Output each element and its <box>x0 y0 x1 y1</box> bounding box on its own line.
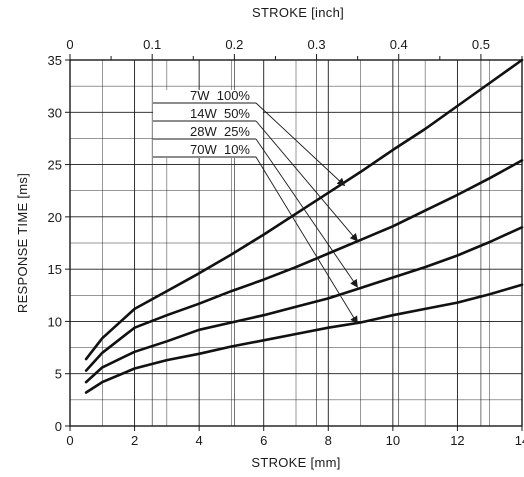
x2-tick-label: 0 <box>66 37 73 52</box>
data-series <box>84 58 524 394</box>
y-tick-label: 15 <box>48 262 62 277</box>
y-tick-label: 30 <box>48 105 62 120</box>
x-tick-label: 10 <box>386 433 400 448</box>
legend-leader-arrow <box>255 156 358 325</box>
x2-axis-title: STROKE [inch] <box>252 5 344 20</box>
legend-label: 14W 50% <box>190 106 250 121</box>
legend-leader-arrow <box>255 138 358 288</box>
legend-label: 70W 10% <box>190 142 250 157</box>
series-line-4 <box>84 283 524 394</box>
y-tick-label: 25 <box>48 158 62 173</box>
x-tick-label: 14 <box>515 433 524 448</box>
x2-tick-label: 0.5 <box>472 37 490 52</box>
x2-tick-label: 0.3 <box>308 37 326 52</box>
legend-label: 28W 25% <box>190 124 250 139</box>
legend-leader-arrow <box>255 120 358 242</box>
y-tick-label: 20 <box>48 210 62 225</box>
y-tick-label: 0 <box>55 419 62 434</box>
legend: 7W 100% 14W 50% 28W 25% 70W 10% <box>153 88 358 325</box>
x-tick-label: 2 <box>131 433 138 448</box>
series-line-2 <box>84 159 524 372</box>
x-axis-ticks: 0 2 4 6 8 10 12 14 <box>66 426 524 448</box>
y-tick-label: 10 <box>48 314 62 329</box>
series-line-3 <box>84 226 524 384</box>
x-axis-title: STROKE [mm] <box>251 455 340 470</box>
plot-frame <box>69 59 523 427</box>
x2-axis-ticks: 0 0.1 0.2 0.3 0.4 0.5 <box>66 37 523 60</box>
legend-label: 7W 100% <box>190 88 250 103</box>
x-tick-label: 8 <box>325 433 332 448</box>
x2-tick-label: 0.2 <box>225 37 243 52</box>
y-tick-label: 5 <box>55 367 62 382</box>
y-axis-ticks: 0 5 10 15 20 25 30 35 <box>48 53 70 434</box>
x2-tick-label: 0.4 <box>390 37 408 52</box>
y-axis-title: RESPONSE TIME [ms] <box>15 173 30 313</box>
grid <box>70 60 522 426</box>
legend-leader-arrow <box>255 102 346 187</box>
x-tick-label: 0 <box>66 433 73 448</box>
legend-background <box>153 90 263 158</box>
y-tick-label: 35 <box>48 53 62 68</box>
x-tick-label: 12 <box>450 433 464 448</box>
series-line-1 <box>84 58 524 361</box>
x-tick-label: 4 <box>196 433 203 448</box>
x-tick-label: 6 <box>260 433 267 448</box>
x2-tick-label: 0.1 <box>143 37 161 52</box>
